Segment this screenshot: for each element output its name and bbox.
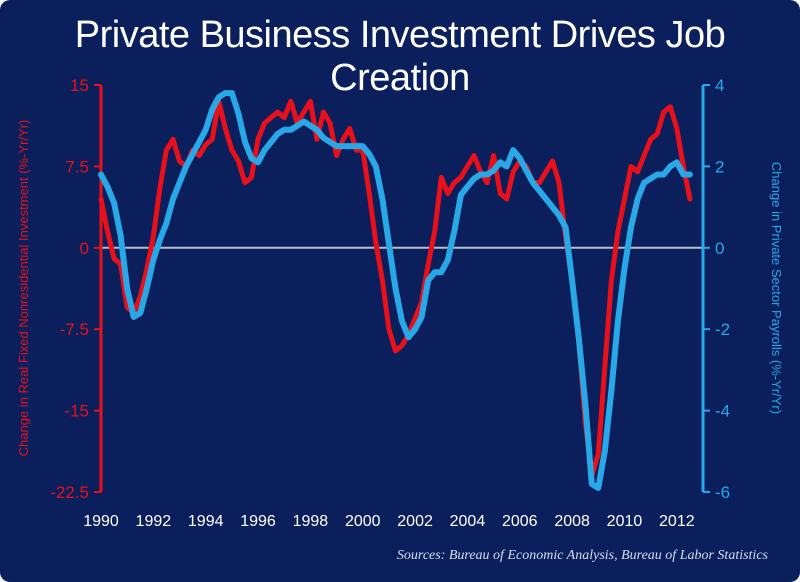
left-axis-tick-label: -7.5 [60, 320, 89, 339]
x-axis-tick-label: 2012 [659, 513, 695, 530]
right-axis-tick-label: -6 [715, 483, 730, 502]
right-axis-tick-label: -4 [715, 402, 730, 421]
x-axis-tick-label: 2006 [502, 513, 538, 530]
left-axis-tick-label: 15 [70, 76, 89, 95]
x-axis-tick-label: 1994 [188, 513, 224, 530]
x-axis-tick-label: 2000 [345, 513, 381, 530]
x-axis-tick-label: 1990 [83, 513, 119, 530]
right-axis-label: Change in Private Sector Payrolls (%-Yr/… [769, 162, 784, 414]
x-axis-tick-label: 1996 [240, 513, 276, 530]
right-axis-tick-label: 0 [715, 239, 724, 258]
left-axis-tick-label: 7.5 [65, 157, 89, 176]
left-axis-tick-label: -22.5 [50, 483, 89, 502]
x-axis-tick-label: 2002 [397, 513, 433, 530]
x-axis-tick-label: 1992 [136, 513, 172, 530]
chart-title: Private Business Investment Drives Job C… [74, 14, 726, 99]
right-axis-tick-label: -2 [715, 320, 730, 339]
x-axis-tick-label: 2010 [607, 513, 643, 530]
x-axis-tick-label: 2008 [554, 513, 590, 530]
payrolls-series-line [98, 90, 693, 491]
source-note: Sources: Bureau of Economic Analysis, Bu… [396, 548, 768, 563]
right-axis-tick-label: 4 [715, 76, 724, 95]
right-axis-tick-label: 2 [715, 157, 724, 176]
left-axis-tick-label: 0 [80, 239, 89, 258]
x-axis-tick-label: 1998 [293, 513, 329, 530]
left-axis-tick-label: -15 [64, 402, 89, 421]
left-axis-label: Change in Real Fixed Nonresidential Inve… [16, 120, 31, 457]
x-axis-tick-label: 2004 [450, 513, 486, 530]
